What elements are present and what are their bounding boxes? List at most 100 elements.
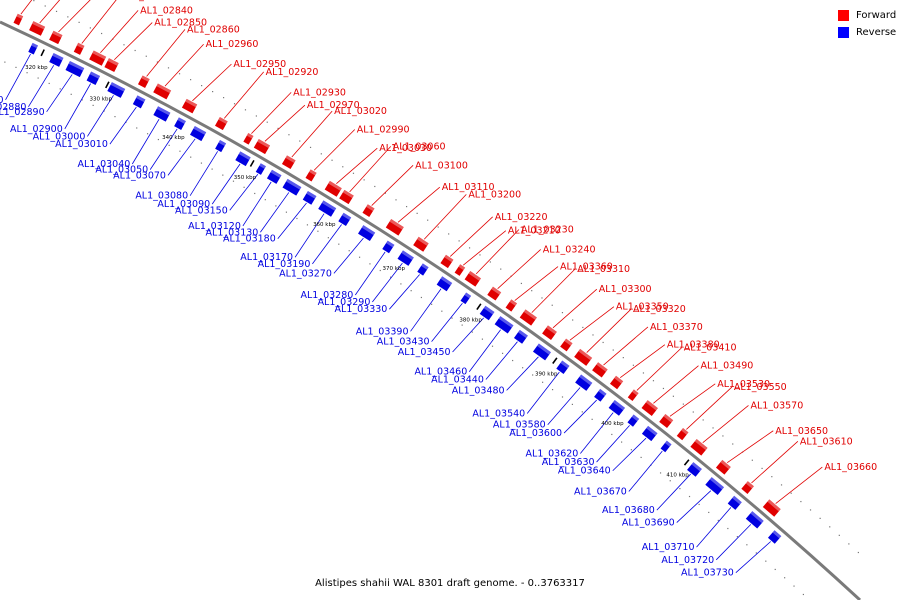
minor-dot [331, 159, 333, 161]
forward-gene-label: AL1_03100 [415, 160, 468, 171]
reverse-gene-label: AL1_03120 [188, 221, 241, 232]
forward-leader-line [349, 146, 392, 193]
minor-dot [168, 144, 170, 146]
minor-dot [582, 326, 584, 329]
reverse-gene-label: AL1_03680 [602, 505, 655, 516]
forward-gene-shine [257, 138, 271, 149]
reverse-gene [302, 191, 317, 205]
forward-gene-shine [32, 21, 46, 30]
forward-gene [29, 21, 46, 36]
minor-dot [591, 418, 593, 420]
minor-dot [611, 433, 613, 436]
reverse-leader-line [389, 274, 420, 310]
minor-dot [201, 84, 203, 87]
scale-tick [249, 160, 255, 167]
forward-leader-line [223, 71, 264, 119]
forward-gene-shine [285, 155, 296, 164]
reverse-gene-shine [750, 511, 764, 524]
reverse-gene-shine [31, 42, 39, 49]
minor-dot [244, 109, 247, 111]
forward-leader-line [586, 308, 632, 353]
forward-leader-line [531, 268, 576, 313]
forward-gene-shine [491, 286, 502, 295]
reverse-gene [255, 163, 266, 175]
forward-gene-body [281, 155, 296, 170]
reverse-gene [382, 240, 395, 254]
minor-dot [4, 61, 6, 63]
forward-gene-body [454, 264, 466, 276]
forward-gene-body [464, 271, 481, 287]
minor-dot [451, 317, 453, 319]
reverse-gene-body [513, 329, 528, 344]
reverse-leader-line [242, 181, 272, 227]
minor-dot [37, 77, 39, 79]
minor-dot [512, 359, 514, 362]
legend-forward: Forward [838, 8, 896, 23]
forward-gene [13, 13, 24, 26]
forward-gene-shine [342, 189, 354, 199]
forward-gene [627, 389, 639, 402]
minor-dot [363, 179, 365, 181]
minor-dot [78, 21, 80, 23]
forward-gene-label: AL1_02920 [266, 67, 319, 78]
reverse-gene-shine [238, 151, 251, 160]
minor-dot [431, 303, 433, 305]
forward-gene-body [214, 117, 228, 131]
reverse-gene-shine [579, 374, 593, 386]
reverse-gene-shine [631, 414, 640, 422]
minor-dot [369, 263, 371, 265]
forward-leader-line [100, 10, 139, 53]
minor-dot [669, 480, 671, 482]
minor-dot [458, 240, 460, 242]
reverse-gene [338, 212, 352, 227]
reverse-gene-shine [361, 225, 376, 236]
reverse-gene [132, 95, 146, 109]
forward-gene-label: AL1_02930 [293, 87, 346, 98]
reverse-leader-line [167, 138, 196, 176]
reverse-gene [641, 425, 658, 442]
minor-dot [348, 250, 350, 252]
minor-dot [384, 192, 387, 194]
minor-dot [708, 511, 710, 514]
reverse-gene-shine [89, 71, 101, 79]
forward-gene-shine [444, 254, 454, 263]
reverse-leader-line [277, 202, 307, 239]
forward-gene [454, 264, 466, 276]
minor-dot [780, 484, 783, 486]
minor-dot [264, 199, 266, 201]
minor-dot [561, 396, 564, 398]
minor-dot [572, 319, 574, 321]
reverse-gene-body [594, 388, 607, 402]
reverse-gene-body [627, 414, 640, 427]
minor-dot [765, 560, 767, 562]
reverse-gene-shine [341, 212, 352, 221]
reverse-gene [153, 106, 171, 122]
forward-gene-body [627, 389, 639, 402]
reverse-gene-label: AL1_03150 [175, 205, 228, 216]
minor-dot [541, 297, 543, 299]
forward-gene-body [505, 299, 518, 312]
reverse-gene-body [318, 200, 337, 217]
minor-dot [800, 500, 802, 503]
reverse-gene-body [532, 343, 551, 361]
reverse-gene-label: AL1_03600 [509, 428, 562, 439]
reverse-leader-line [131, 118, 160, 165]
forward-gene [519, 309, 537, 326]
minor-dot [243, 186, 245, 188]
reverse-gene-label: AL1_03640 [558, 466, 611, 477]
minor-dot [178, 73, 181, 75]
reverse-leader-line [28, 65, 55, 108]
forward-gene-body [715, 459, 731, 475]
minor-dot [33, 0, 35, 2]
minor-dot [630, 449, 632, 451]
reverse-gene-body [302, 191, 317, 205]
minor-dot [358, 256, 361, 258]
minor-dot [592, 334, 594, 336]
forward-gene-shine [681, 428, 689, 435]
reverse-gene-label: AL1_03620 [526, 449, 579, 460]
forward-gene-shine [218, 117, 228, 125]
minor-dot [848, 543, 850, 545]
reverse-gene-label: AL1_03450 [398, 347, 451, 358]
forward-gene [505, 299, 518, 312]
reverse-gene-body [417, 263, 429, 276]
